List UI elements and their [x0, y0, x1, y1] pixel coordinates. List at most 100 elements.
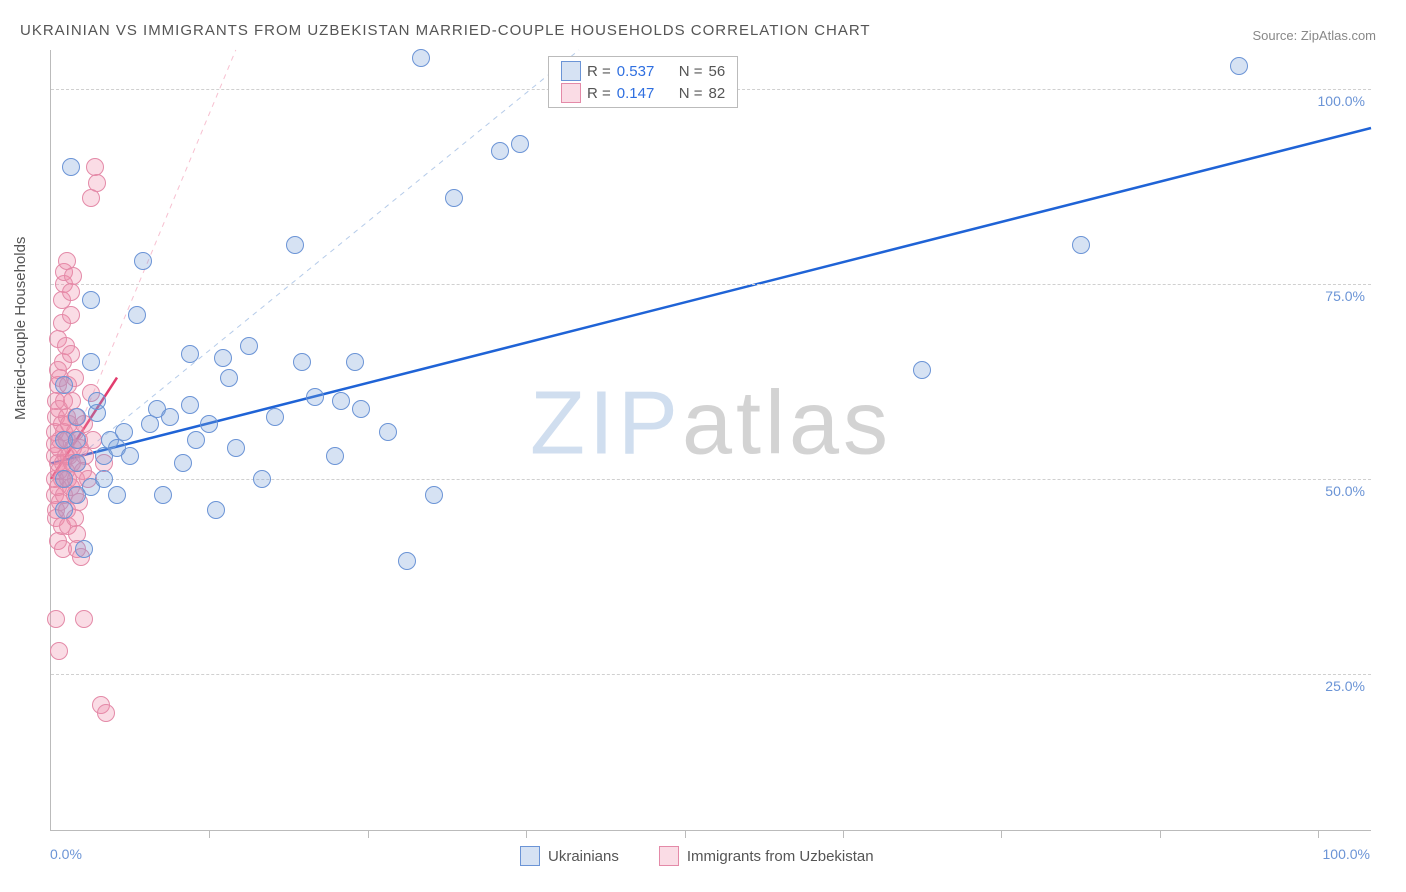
scatter-point — [286, 236, 304, 254]
scatter-point — [346, 353, 364, 371]
scatter-point — [55, 376, 73, 394]
scatter-point — [200, 415, 218, 433]
legend-swatch — [561, 83, 581, 103]
reference-line — [51, 50, 579, 479]
scatter-point — [64, 267, 82, 285]
r-label: R = — [587, 85, 611, 102]
gridline — [51, 284, 1371, 285]
x-tick — [526, 830, 527, 838]
scatter-point — [68, 431, 86, 449]
scatter-point — [352, 400, 370, 418]
scatter-point — [181, 345, 199, 363]
x-tick — [1318, 830, 1319, 838]
n-value: 82 — [709, 85, 726, 102]
trend-line — [51, 128, 1371, 463]
scatter-point — [75, 610, 93, 628]
scatter-point — [1072, 236, 1090, 254]
x-axis-max-label: 100.0% — [1323, 846, 1370, 862]
scatter-point — [55, 470, 73, 488]
watermark-zip: ZIP — [530, 374, 682, 474]
scatter-point — [398, 552, 416, 570]
scatter-point — [1230, 57, 1248, 75]
y-tick-label: 75.0% — [1325, 288, 1365, 304]
series-legend-item: Immigrants from Uzbekistan — [659, 846, 874, 866]
scatter-point — [491, 142, 509, 160]
scatter-point — [511, 135, 529, 153]
stats-legend-row: R = 0.537 N = 56 — [561, 61, 725, 81]
scatter-point — [121, 447, 139, 465]
source-label: Source: ZipAtlas.com — [1252, 28, 1376, 43]
scatter-point — [181, 396, 199, 414]
scatter-point — [425, 486, 443, 504]
chart-title: UKRAINIAN VS IMMIGRANTS FROM UZBEKISTAN … — [20, 22, 871, 39]
n-label: N = — [679, 63, 703, 80]
legend-swatch — [520, 846, 540, 866]
scatter-point — [161, 408, 179, 426]
scatter-point — [332, 392, 350, 410]
scatter-point — [220, 369, 238, 387]
y-tick-label: 25.0% — [1325, 678, 1365, 694]
scatter-point — [227, 439, 245, 457]
x-tick — [1160, 830, 1161, 838]
chart-lines-layer — [51, 50, 1371, 830]
scatter-point — [293, 353, 311, 371]
r-value: 0.537 — [617, 63, 673, 80]
scatter-point — [62, 345, 80, 363]
series-legend-label: Ukrainians — [548, 848, 619, 865]
x-tick — [368, 830, 369, 838]
scatter-point — [55, 501, 73, 519]
x-tick — [1001, 830, 1002, 838]
x-tick — [685, 830, 686, 838]
scatter-point — [62, 158, 80, 176]
scatter-point — [62, 306, 80, 324]
scatter-point — [62, 283, 80, 301]
scatter-point — [97, 704, 115, 722]
series-legend-item: Ukrainians — [520, 846, 619, 866]
n-value: 56 — [709, 63, 726, 80]
scatter-point — [207, 501, 225, 519]
scatter-point — [187, 431, 205, 449]
stats-legend: R = 0.537 N = 56 R = 0.147 N = 82 — [548, 56, 738, 108]
scatter-point — [913, 361, 931, 379]
scatter-point — [128, 306, 146, 324]
gridline — [51, 479, 1371, 480]
watermark-atlas: atlas — [682, 374, 892, 474]
scatter-point — [240, 337, 258, 355]
stats-legend-row: R = 0.147 N = 82 — [561, 83, 725, 103]
n-label: N = — [679, 85, 703, 102]
series-legend-label: Immigrants from Uzbekistan — [687, 848, 874, 865]
x-tick — [209, 830, 210, 838]
scatter-point — [75, 540, 93, 558]
scatter-point — [134, 252, 152, 270]
y-axis-label: Married-couple Households — [12, 237, 29, 420]
scatter-point — [88, 174, 106, 192]
scatter-point — [68, 454, 86, 472]
scatter-point — [266, 408, 284, 426]
scatter-point — [88, 392, 106, 410]
scatter-point — [82, 353, 100, 371]
scatter-point — [82, 291, 100, 309]
scatter-point — [379, 423, 397, 441]
scatter-point — [68, 408, 86, 426]
scatter-point — [47, 610, 65, 628]
scatter-point — [50, 642, 68, 660]
series-legend: Ukrainians Immigrants from Uzbekistan — [520, 846, 874, 866]
watermark: ZIPatlas — [530, 373, 892, 476]
scatter-point — [174, 454, 192, 472]
scatter-point — [95, 470, 113, 488]
r-label: R = — [587, 63, 611, 80]
scatter-point — [306, 388, 324, 406]
x-tick — [843, 830, 844, 838]
scatter-point — [326, 447, 344, 465]
scatter-point — [253, 470, 271, 488]
scatter-point — [82, 189, 100, 207]
scatter-point — [141, 415, 159, 433]
scatter-point — [154, 486, 172, 504]
scatter-point — [214, 349, 232, 367]
r-value: 0.147 — [617, 85, 673, 102]
scatter-point — [412, 49, 430, 67]
plot-area: ZIPatlas 25.0%50.0%75.0%100.0% — [50, 50, 1371, 831]
x-axis-min-label: 0.0% — [50, 846, 82, 862]
scatter-point — [115, 423, 133, 441]
scatter-point — [445, 189, 463, 207]
